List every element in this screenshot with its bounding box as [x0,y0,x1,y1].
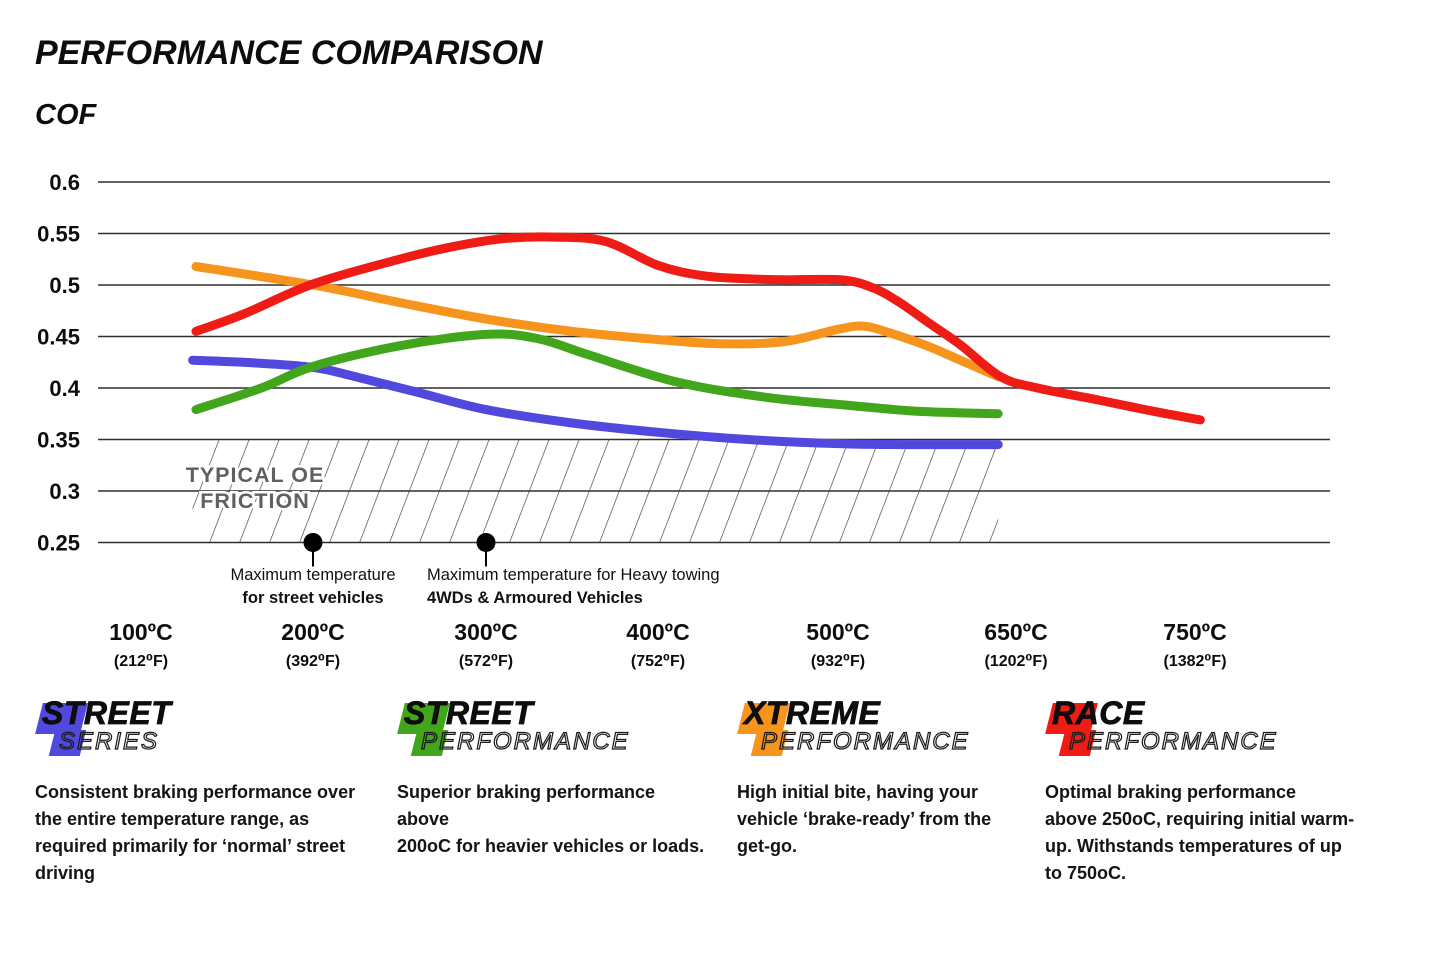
performance-chart: 0.6 0.55 0.5 0.45 0.4 0.35 0.3 0.25 TYPICAL OEFR… [37,170,1330,670]
x-tick-label-c: 500ºC [806,619,869,645]
page-title: PERFORMANCE COMPARISON [35,34,543,72]
x-tick-label-f: (392⁰F) [286,653,340,670]
legend-item-xtreme-performance: XTREME PERFORMANCE High initial bite, ha… [737,695,1011,860]
x-tick-label-c: 200ºC [281,619,344,645]
y-tick-label: 0.45 [37,325,80,350]
legend: STREET SERIES Consistent braking perform… [0,695,1445,957]
x-tick-label-c: 400ºC [626,619,689,645]
typical-oe-friction-band [192,439,999,543]
x-tick-label-f: (752⁰F) [631,653,685,670]
y-tick-label: 0.4 [49,376,80,401]
x-tick-label-f: (932⁰F) [811,653,865,670]
x-tick-label-f: (1382⁰F) [1163,653,1226,670]
y-tick-label: 0.3 [49,479,80,504]
x-tick-label-f: (1202⁰F) [984,653,1047,670]
logo-word1: XTREME [744,695,881,732]
x-tick-label-c: 300ºC [454,619,517,645]
logo-word2: SERIES [58,727,160,755]
street-series-logo: STREET SERIES [35,695,367,761]
legend-description: Superior braking performance above 200oC… [397,782,705,856]
x-tick-label-f: (212⁰F) [114,653,168,670]
legend-item-street-performance: STREET PERFORMANCE Superior braking perf… [397,695,709,860]
y-tick-label: 0.35 [37,428,80,453]
y-axis-title: COF [35,99,97,131]
logo-word1: STREET [404,695,534,732]
logo-word1: RACE [1052,695,1145,732]
street-performance-logo: STREET PERFORMANCE [397,695,709,761]
x-tick-label-c: 650ºC [984,619,1047,645]
legend-item-race-performance: RACE PERFORMANCE Optimal braking perform… [1045,695,1369,887]
logo-word1: STREET [42,695,172,732]
race-performance-logo: RACE PERFORMANCE [1045,695,1369,761]
y-tick-label: 0.25 [37,531,80,556]
legend-description: Consistent braking performance over the … [35,782,356,883]
x-tick-label-c: 750ºC [1163,619,1226,645]
series-line-street-series [188,355,1003,450]
series-line-race-performance [191,232,1205,425]
max-temperature-marker [476,533,496,552]
typical-oe-friction-label: FRICTION [200,489,310,513]
legend-description: Optimal braking performance above 250oC,… [1045,782,1355,883]
marker-annotation-line2: 4WDs & Armoured Vehicles [427,589,643,607]
x-tick-label-f: (572⁰F) [459,653,513,670]
marker-annotation-line1: Maximum temperature for Heavy towing [427,566,720,584]
logo-word2: PERFORMANCE [1068,727,1278,755]
marker-annotation-line1: Maximum temperature [230,566,395,584]
logo-word2: PERFORMANCE [760,727,970,755]
series-line-xtreme-performance [191,262,1003,382]
xtreme-performance-logo: XTREME PERFORMANCE [737,695,1011,761]
y-tick-label: 0.5 [49,273,80,298]
typical-oe-friction-label: TYPICAL OE [186,463,325,487]
legend-item-street-series: STREET SERIES Consistent braking perform… [35,695,367,887]
max-temperature-marker [303,533,323,552]
series-line-street-performance [191,329,1003,419]
legend-description: High initial bite, having your vehicle ‘… [737,782,992,856]
logo-word2: PERFORMANCE [420,727,630,755]
y-tick-label: 0.6 [49,170,80,195]
x-tick-label-c: 100ºC [109,619,172,645]
marker-annotation-line2: for street vehicles [242,589,383,607]
y-tick-label: 0.55 [37,222,80,247]
